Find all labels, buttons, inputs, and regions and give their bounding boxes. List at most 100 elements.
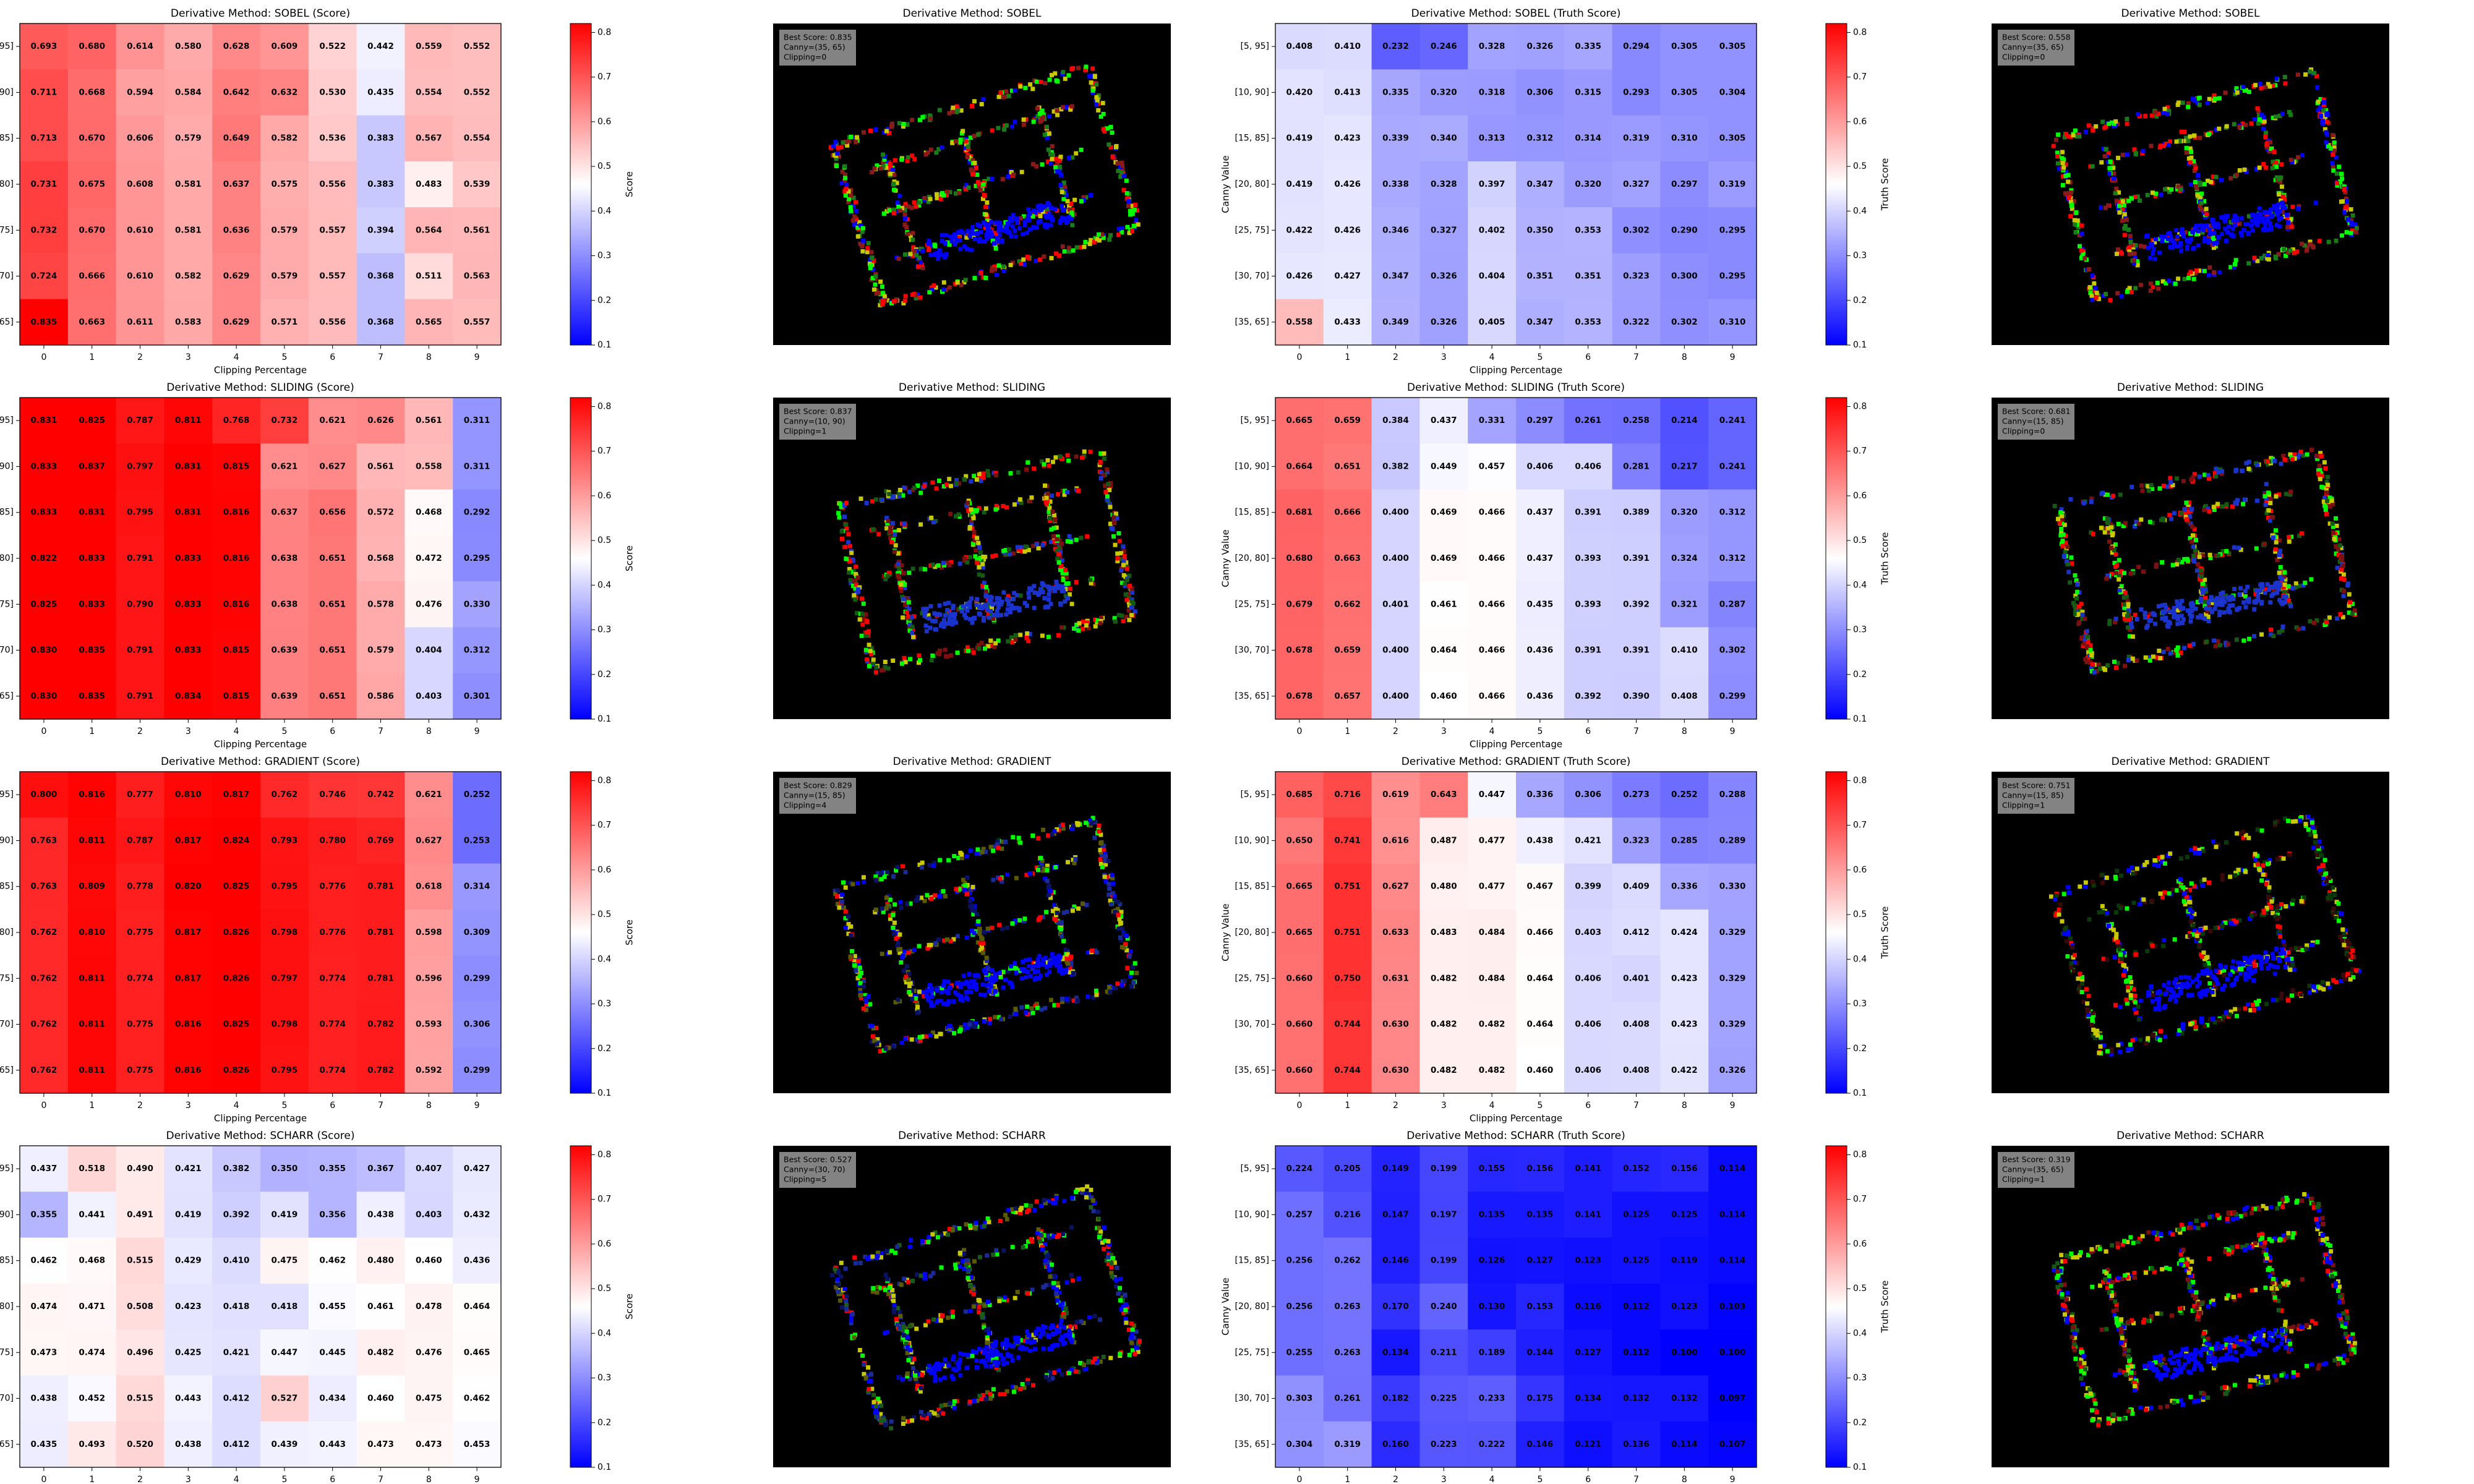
cell-value-label: 0.323	[1623, 271, 1650, 281]
cell-value-label: 0.810	[79, 927, 105, 937]
edge-pixel	[918, 491, 923, 495]
edge-pixel	[987, 474, 991, 478]
cell-value-label: 0.556	[319, 179, 346, 189]
edge-pixel	[994, 246, 998, 250]
edge-pixel	[865, 620, 870, 624]
edge-pixel	[874, 127, 878, 132]
edge-pixel	[2098, 667, 2102, 671]
edge-pixel	[884, 1046, 888, 1051]
edge-pixel	[2059, 527, 2063, 531]
edge-pixel	[2188, 644, 2192, 648]
edge-pixel	[2340, 557, 2344, 561]
cell-value-label: 0.214	[1671, 416, 1698, 425]
edge-pixel	[2143, 611, 2147, 615]
edge-pixel	[2243, 589, 2248, 594]
edge-pixel	[1030, 87, 1035, 91]
edge-pixel	[2107, 122, 2111, 126]
edge-pixel	[1061, 218, 1066, 222]
edge-pixel	[1055, 108, 1059, 113]
edge-pixel	[2274, 540, 2279, 545]
cell-value-label: 0.762	[31, 927, 58, 937]
edge-pixel	[949, 654, 953, 658]
edge-pixel	[1045, 879, 1050, 883]
edge-pixel	[2133, 286, 2138, 291]
edge-pixel	[1117, 227, 1121, 231]
edge-pixel	[867, 241, 871, 245]
edge-pixel	[966, 649, 970, 653]
edge-pixel	[888, 208, 892, 213]
edge-pixel	[2340, 233, 2344, 237]
edge-pixel	[2225, 124, 2229, 129]
edge-pixel	[861, 239, 865, 243]
edge-pixel	[970, 104, 974, 108]
edge-pixel	[1080, 456, 1084, 460]
edge-pixel	[888, 162, 892, 166]
edge-pixel	[2345, 230, 2349, 234]
edge-pixel	[2235, 501, 2239, 506]
colorbar-tick-label: 0.8	[597, 27, 611, 37]
edge-pixel	[938, 248, 942, 252]
edge-pixel	[903, 252, 907, 257]
edge-pixel	[2296, 207, 2300, 211]
edge-pixel	[2191, 553, 2196, 558]
info-line: Canny=(35, 65)	[784, 43, 845, 52]
colorbar-tick-label: 0.2	[1853, 670, 1867, 680]
edge-pixel	[1070, 104, 1074, 109]
edge-pixel	[988, 639, 993, 643]
edge-pixel	[1064, 582, 1069, 586]
edge-pixel	[2074, 596, 2079, 600]
edge-pixel	[1050, 832, 1055, 837]
edge-pixel	[2191, 533, 2195, 537]
edge-pixel	[1071, 824, 1075, 828]
edge-pixel	[2082, 616, 2087, 621]
edge-pixel	[972, 650, 976, 655]
edge-pixel	[923, 614, 927, 618]
x-tick-label: 5	[281, 727, 287, 736]
edge-pixel	[2216, 639, 2220, 644]
edge-pixel	[1042, 583, 1046, 587]
edge-pixel	[2151, 655, 2155, 659]
cell-value-label: 0.391	[1623, 646, 1650, 655]
edge-pixel	[1127, 618, 1131, 622]
edge-pixel	[865, 630, 869, 634]
edge-pixel	[885, 870, 889, 874]
edge-pixel	[1116, 926, 1121, 931]
cell-value-label: 0.825	[223, 1020, 250, 1030]
edge-pixel	[958, 561, 962, 566]
edge-pixel	[2114, 665, 2118, 670]
edge-pixel	[933, 253, 937, 257]
edge-pixel	[2153, 257, 2157, 261]
cell-value-label: 0.579	[175, 134, 202, 143]
edge-pixel	[2256, 106, 2260, 111]
edge-pixel	[1018, 497, 1022, 501]
edge-pixel	[1119, 568, 1123, 573]
edge-pixel	[1038, 112, 1042, 116]
edge-pixel	[1102, 456, 1106, 461]
edge-pixel	[2296, 627, 2301, 631]
x-tick-label: 6	[330, 352, 335, 362]
edge-pixel	[2191, 96, 2195, 101]
cell-value-label: 0.536	[319, 134, 346, 143]
cell-value-label: 0.831	[175, 508, 202, 518]
edge-pixel	[2201, 591, 2205, 595]
edge-pixel	[2186, 105, 2190, 109]
x-tick-label: 7	[378, 352, 383, 362]
edge-pixel	[2176, 654, 2180, 658]
cell-value-label: 0.833	[175, 599, 202, 609]
edge-pixel	[2175, 562, 2179, 566]
edge-pixel	[1025, 603, 1029, 608]
cell-value-label: 0.567	[416, 134, 442, 143]
edge-pixel	[2222, 610, 2227, 615]
edge-pixel	[854, 968, 858, 973]
edge-pixel	[868, 1002, 872, 1007]
edge-pixel	[2243, 168, 2247, 172]
edge-pixel	[983, 594, 988, 599]
edge-pixel	[2321, 108, 2326, 113]
cell-value-label: 0.780	[319, 835, 346, 845]
edge-pixel	[871, 527, 875, 532]
edge-pixel	[2252, 256, 2256, 260]
edge-pixel	[2198, 96, 2202, 100]
edge-pixel	[2161, 111, 2165, 115]
edge-pixel	[2148, 520, 2152, 524]
edge-pixel	[1070, 223, 1074, 228]
